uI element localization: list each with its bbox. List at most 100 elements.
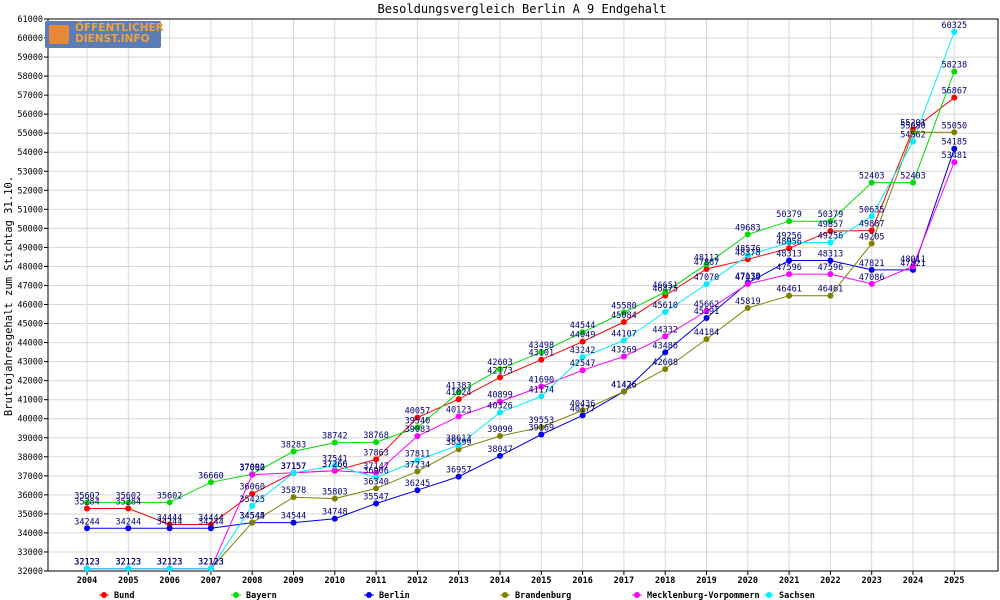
data-label-bund: 34444 bbox=[198, 513, 224, 523]
point-sachsen bbox=[373, 474, 380, 481]
data-label-mecklenburg-vorpommern: 32123 bbox=[198, 558, 224, 568]
point-brandenburg bbox=[786, 292, 793, 299]
legend-item-brandenburg: Brandenburg bbox=[500, 591, 571, 600]
data-label-brandenburg: 40436 bbox=[570, 399, 596, 409]
y-tick-label: 36000 bbox=[17, 491, 43, 501]
data-label-sachsen: 54562 bbox=[900, 131, 926, 141]
point-bayern bbox=[951, 68, 958, 75]
point-sachsen bbox=[951, 28, 958, 35]
data-label-bund: 37157 bbox=[281, 462, 307, 472]
point-berlin bbox=[166, 525, 173, 532]
point-sachsen bbox=[620, 337, 627, 344]
data-label-brandenburg: 32123 bbox=[198, 558, 224, 568]
point-berlin bbox=[868, 266, 875, 273]
data-label-mecklenburg-vorpommern: 47596 bbox=[776, 263, 802, 273]
data-label-bayern: 50379 bbox=[818, 210, 844, 220]
x-tick-label: 2005 bbox=[118, 576, 138, 586]
data-label-bund: 49887 bbox=[859, 220, 885, 230]
point-brandenburg bbox=[868, 240, 875, 247]
data-label-brandenburg: 32123 bbox=[116, 558, 142, 568]
y-tick-label: 56000 bbox=[17, 110, 43, 120]
data-label-bund: 34444 bbox=[157, 513, 183, 523]
x-tick-label: 2019 bbox=[696, 576, 716, 586]
data-label-brandenburg: 39553 bbox=[529, 416, 555, 426]
series-line-brandenburg bbox=[87, 131, 955, 570]
data-label-sachsen: 37811 bbox=[405, 449, 431, 459]
point-bayern bbox=[868, 179, 875, 186]
axis-layer: 32000 33000 34000 35000 36000 37000 38000 39000… bbox=[17, 15, 999, 586]
data-label-mecklenburg-vorpommern: 37060 bbox=[239, 464, 265, 474]
point-brandenburg bbox=[249, 519, 256, 526]
point-berlin bbox=[290, 519, 297, 526]
point-sachsen bbox=[249, 502, 256, 509]
point-sachsen bbox=[125, 565, 132, 572]
data-label-berlin: 54185 bbox=[942, 138, 968, 148]
data-label-brandenburg: 41426 bbox=[611, 381, 637, 391]
data-label-bayern: 49683 bbox=[735, 223, 761, 233]
data-label-brandenburg: 37234 bbox=[405, 460, 431, 470]
legend-item-sachsen: Sachsen bbox=[764, 591, 815, 600]
data-label-brandenburg: 35878 bbox=[281, 486, 307, 496]
data-label-sachsen: 36906 bbox=[363, 467, 389, 477]
point-berlin bbox=[827, 257, 834, 264]
data-label-brandenburg: 55050 bbox=[942, 121, 968, 131]
y-tick-label: 33000 bbox=[17, 548, 43, 558]
point-bayern bbox=[786, 218, 793, 225]
series-line-bund bbox=[87, 97, 955, 525]
x-tick-label: 2022 bbox=[820, 576, 840, 586]
point-bund bbox=[579, 338, 586, 345]
point-mecklenburg-vorpommern bbox=[786, 271, 793, 278]
y-tick-label: 49000 bbox=[17, 243, 43, 253]
point-bund bbox=[373, 456, 380, 463]
data-label-berlin: 34244 bbox=[157, 517, 183, 527]
data-label-berlin: 47138 bbox=[735, 272, 761, 282]
x-tick-label: 2006 bbox=[159, 576, 179, 586]
y-tick-label: 43000 bbox=[17, 358, 43, 368]
point-brandenburg bbox=[620, 388, 627, 395]
point-sachsen bbox=[827, 239, 834, 246]
point-mecklenburg-vorpommern bbox=[538, 383, 545, 390]
point-sachsen bbox=[662, 308, 669, 315]
data-label-berlin: 36245 bbox=[405, 479, 431, 489]
x-tick-label: 2011 bbox=[366, 576, 386, 586]
data-label-berlin: 47821 bbox=[900, 259, 926, 269]
data-label-bund: 48378 bbox=[735, 248, 761, 258]
x-tick-label: 2016 bbox=[572, 576, 592, 586]
point-bund bbox=[497, 374, 503, 381]
legend-swatch-marker bbox=[634, 592, 640, 598]
point-bayern bbox=[579, 329, 586, 336]
data-label-sachsen: 45610 bbox=[652, 301, 678, 311]
point-berlin bbox=[455, 473, 462, 480]
legend-item-mecklenburg-vorpommern: Mecklenburg-Vorpommern bbox=[632, 591, 760, 600]
point-berlin bbox=[579, 412, 586, 419]
data-label-berlin: 38047 bbox=[487, 445, 513, 455]
data-label-bund: 35284 bbox=[74, 497, 100, 507]
data-label-bund: 43101 bbox=[529, 349, 555, 359]
point-bayern bbox=[703, 261, 710, 268]
data-label-berlin: 35547 bbox=[363, 492, 389, 502]
data-label-mecklenburg-vorpommern: 39083 bbox=[405, 425, 431, 435]
y-tick-label: 53000 bbox=[17, 167, 43, 177]
point-bayern bbox=[455, 389, 462, 396]
data-label-mecklenburg-vorpommern: 47086 bbox=[859, 273, 885, 283]
data-label-sachsen: 37541 bbox=[322, 455, 348, 465]
point-bund bbox=[125, 505, 132, 512]
point-bund bbox=[620, 318, 627, 325]
point-berlin bbox=[703, 315, 710, 322]
data-label-bayern: 41383 bbox=[446, 381, 472, 391]
data-label-berlin: 48313 bbox=[818, 249, 844, 259]
point-sachsen bbox=[166, 565, 173, 572]
point-bayern bbox=[290, 448, 297, 455]
data-label-bayern: 38283 bbox=[281, 440, 307, 450]
legend: Bund Bayern Berlin Brandenburg Mecklenburg-V… bbox=[99, 590, 815, 600]
data-label-mecklenburg-vorpommern: 48011 bbox=[900, 255, 926, 265]
y-tick-label: 61000 bbox=[17, 15, 43, 25]
legend-swatch-marker bbox=[502, 592, 508, 598]
point-bayern bbox=[662, 289, 669, 296]
legend-label: Mecklenburg-Vorpommern bbox=[647, 591, 760, 600]
data-label-brandenburg: 38399 bbox=[446, 438, 472, 448]
x-tick-label: 2017 bbox=[614, 576, 634, 586]
point-bayern bbox=[373, 439, 380, 446]
point-brandenburg bbox=[373, 485, 380, 492]
data-label-sachsen: 49256 bbox=[776, 232, 802, 242]
